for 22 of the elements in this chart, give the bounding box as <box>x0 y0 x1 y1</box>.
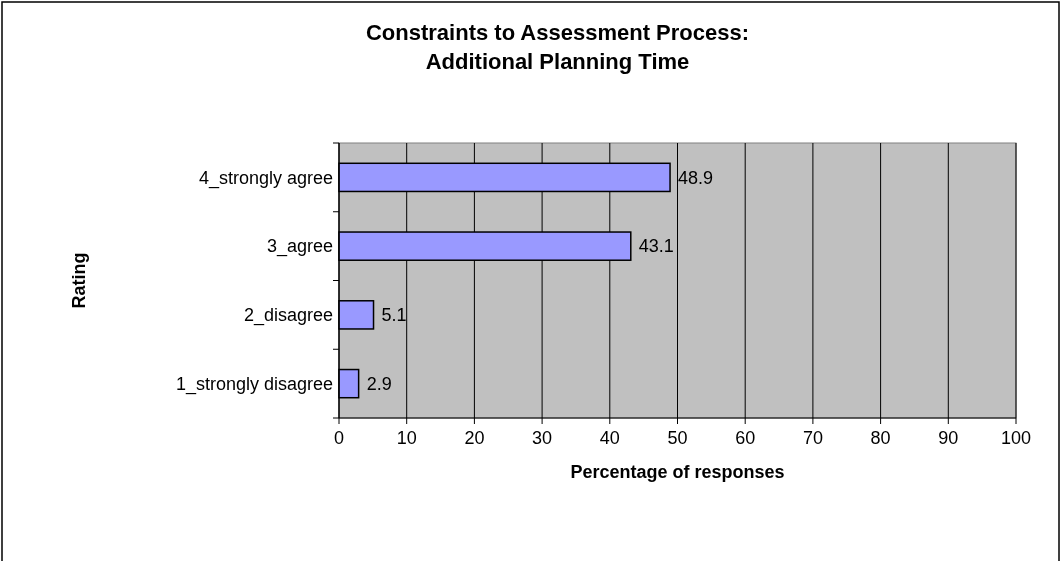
x-tick-label: 0 <box>333 428 345 448</box>
data-label: 5.1 <box>381 305 407 326</box>
x-tick-label: 100 <box>1000 428 1032 448</box>
x-tick-label: 80 <box>870 428 891 448</box>
y-tick-label: 2_disagree <box>243 305 333 327</box>
y-tick-label: 3_agree <box>266 236 333 258</box>
data-label: 2.9 <box>366 373 392 394</box>
y-axis-title: Rating <box>69 252 89 309</box>
x-axis-title: Percentage of responses <box>570 462 785 482</box>
x-tick-label: 60 <box>735 428 756 448</box>
x-tick-label: 40 <box>599 428 620 448</box>
x-tick-label: 50 <box>667 428 688 448</box>
x-tick-label: 20 <box>464 428 485 448</box>
x-tick-label: 30 <box>532 428 553 448</box>
data-label: 48.9 <box>678 167 714 188</box>
x-tick-label: 90 <box>938 428 959 448</box>
y-tick-label: 4_strongly agree <box>198 167 333 189</box>
x-tick-label: 10 <box>396 428 417 448</box>
data-label: 43.1 <box>638 236 674 257</box>
chart-title: Constraints to Assessment Process: Additional Planning Time <box>365 20 750 74</box>
x-tick-label: 70 <box>802 428 823 448</box>
y-tick-label: 1_strongly disagree <box>175 373 333 395</box>
